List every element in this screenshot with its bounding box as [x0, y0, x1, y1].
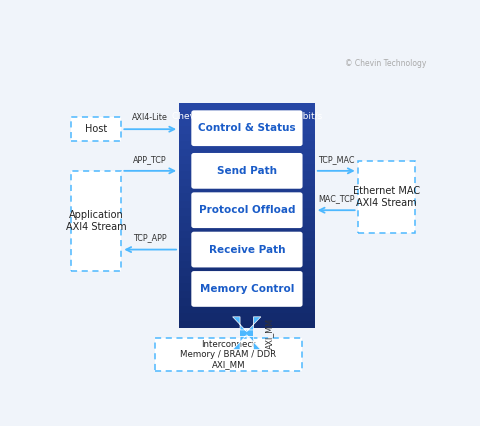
Bar: [179, 313, 315, 321]
Bar: [179, 268, 315, 276]
Bar: [179, 141, 315, 149]
Text: Protocol Offload: Protocol Offload: [199, 205, 295, 215]
Bar: [358, 161, 415, 233]
Bar: [179, 193, 315, 201]
Polygon shape: [233, 317, 261, 331]
Bar: [179, 298, 315, 306]
FancyBboxPatch shape: [192, 192, 302, 228]
Bar: [179, 200, 315, 208]
Bar: [179, 215, 315, 224]
Text: Application
AXI4 Stream: Application AXI4 Stream: [66, 210, 127, 232]
Bar: [179, 185, 315, 193]
Polygon shape: [233, 335, 261, 350]
Text: Host: Host: [85, 124, 108, 134]
Bar: [179, 155, 315, 164]
Text: TCP_MAC: TCP_MAC: [318, 155, 354, 164]
Bar: [179, 125, 315, 134]
FancyBboxPatch shape: [192, 232, 302, 268]
Bar: [179, 163, 315, 171]
Text: MAC_TCP: MAC_TCP: [318, 194, 354, 203]
Bar: [179, 133, 315, 141]
Text: Ethernet MAC
AXI4 Stream: Ethernet MAC AXI4 Stream: [353, 186, 420, 208]
Bar: [240, 330, 253, 337]
Bar: [179, 305, 315, 313]
Bar: [179, 275, 315, 283]
FancyBboxPatch shape: [192, 153, 302, 189]
Text: Chevin Technology 10 & 25Gbit/s
TCP Offload Engine: Chevin Technology 10 & 25Gbit/s TCP Offl…: [172, 112, 322, 132]
Bar: [179, 238, 315, 246]
Bar: [179, 208, 315, 216]
Bar: [179, 103, 315, 111]
Bar: [179, 230, 315, 239]
Text: Send Path: Send Path: [217, 166, 277, 176]
Text: Control & Status: Control & Status: [198, 123, 296, 133]
Bar: [179, 170, 315, 178]
Bar: [179, 320, 315, 328]
Bar: [179, 283, 315, 291]
Text: Receive Path: Receive Path: [209, 245, 285, 255]
Bar: [71, 117, 121, 141]
Bar: [179, 110, 315, 118]
Text: © Chevin Technology: © Chevin Technology: [345, 59, 426, 68]
Text: TCP_APP: TCP_APP: [133, 233, 167, 242]
Bar: [179, 260, 315, 268]
Text: Memory Control: Memory Control: [200, 284, 294, 294]
Text: APP_TCP: APP_TCP: [133, 155, 167, 164]
Bar: [179, 245, 315, 253]
Bar: [179, 148, 315, 156]
Text: AXI_MM: AXI_MM: [264, 318, 274, 349]
Bar: [155, 338, 302, 371]
Text: AXI4-Lite: AXI4-Lite: [132, 113, 168, 122]
Bar: [179, 253, 315, 261]
Bar: [179, 290, 315, 298]
Bar: [179, 178, 315, 186]
Bar: [179, 223, 315, 231]
FancyBboxPatch shape: [192, 110, 302, 146]
FancyBboxPatch shape: [192, 271, 302, 307]
Bar: [71, 171, 121, 271]
Bar: [179, 118, 315, 126]
Text: Interconnect
Memory / BRAM / DDR
AXI_MM: Interconnect Memory / BRAM / DDR AXI_MM: [180, 340, 276, 369]
